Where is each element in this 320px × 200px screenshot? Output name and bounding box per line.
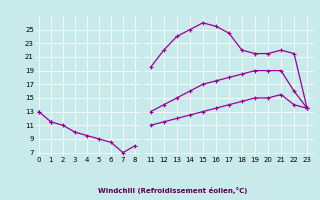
- Text: Windchill (Refroidissement éolien,°C): Windchill (Refroidissement éolien,°C): [98, 187, 247, 194]
